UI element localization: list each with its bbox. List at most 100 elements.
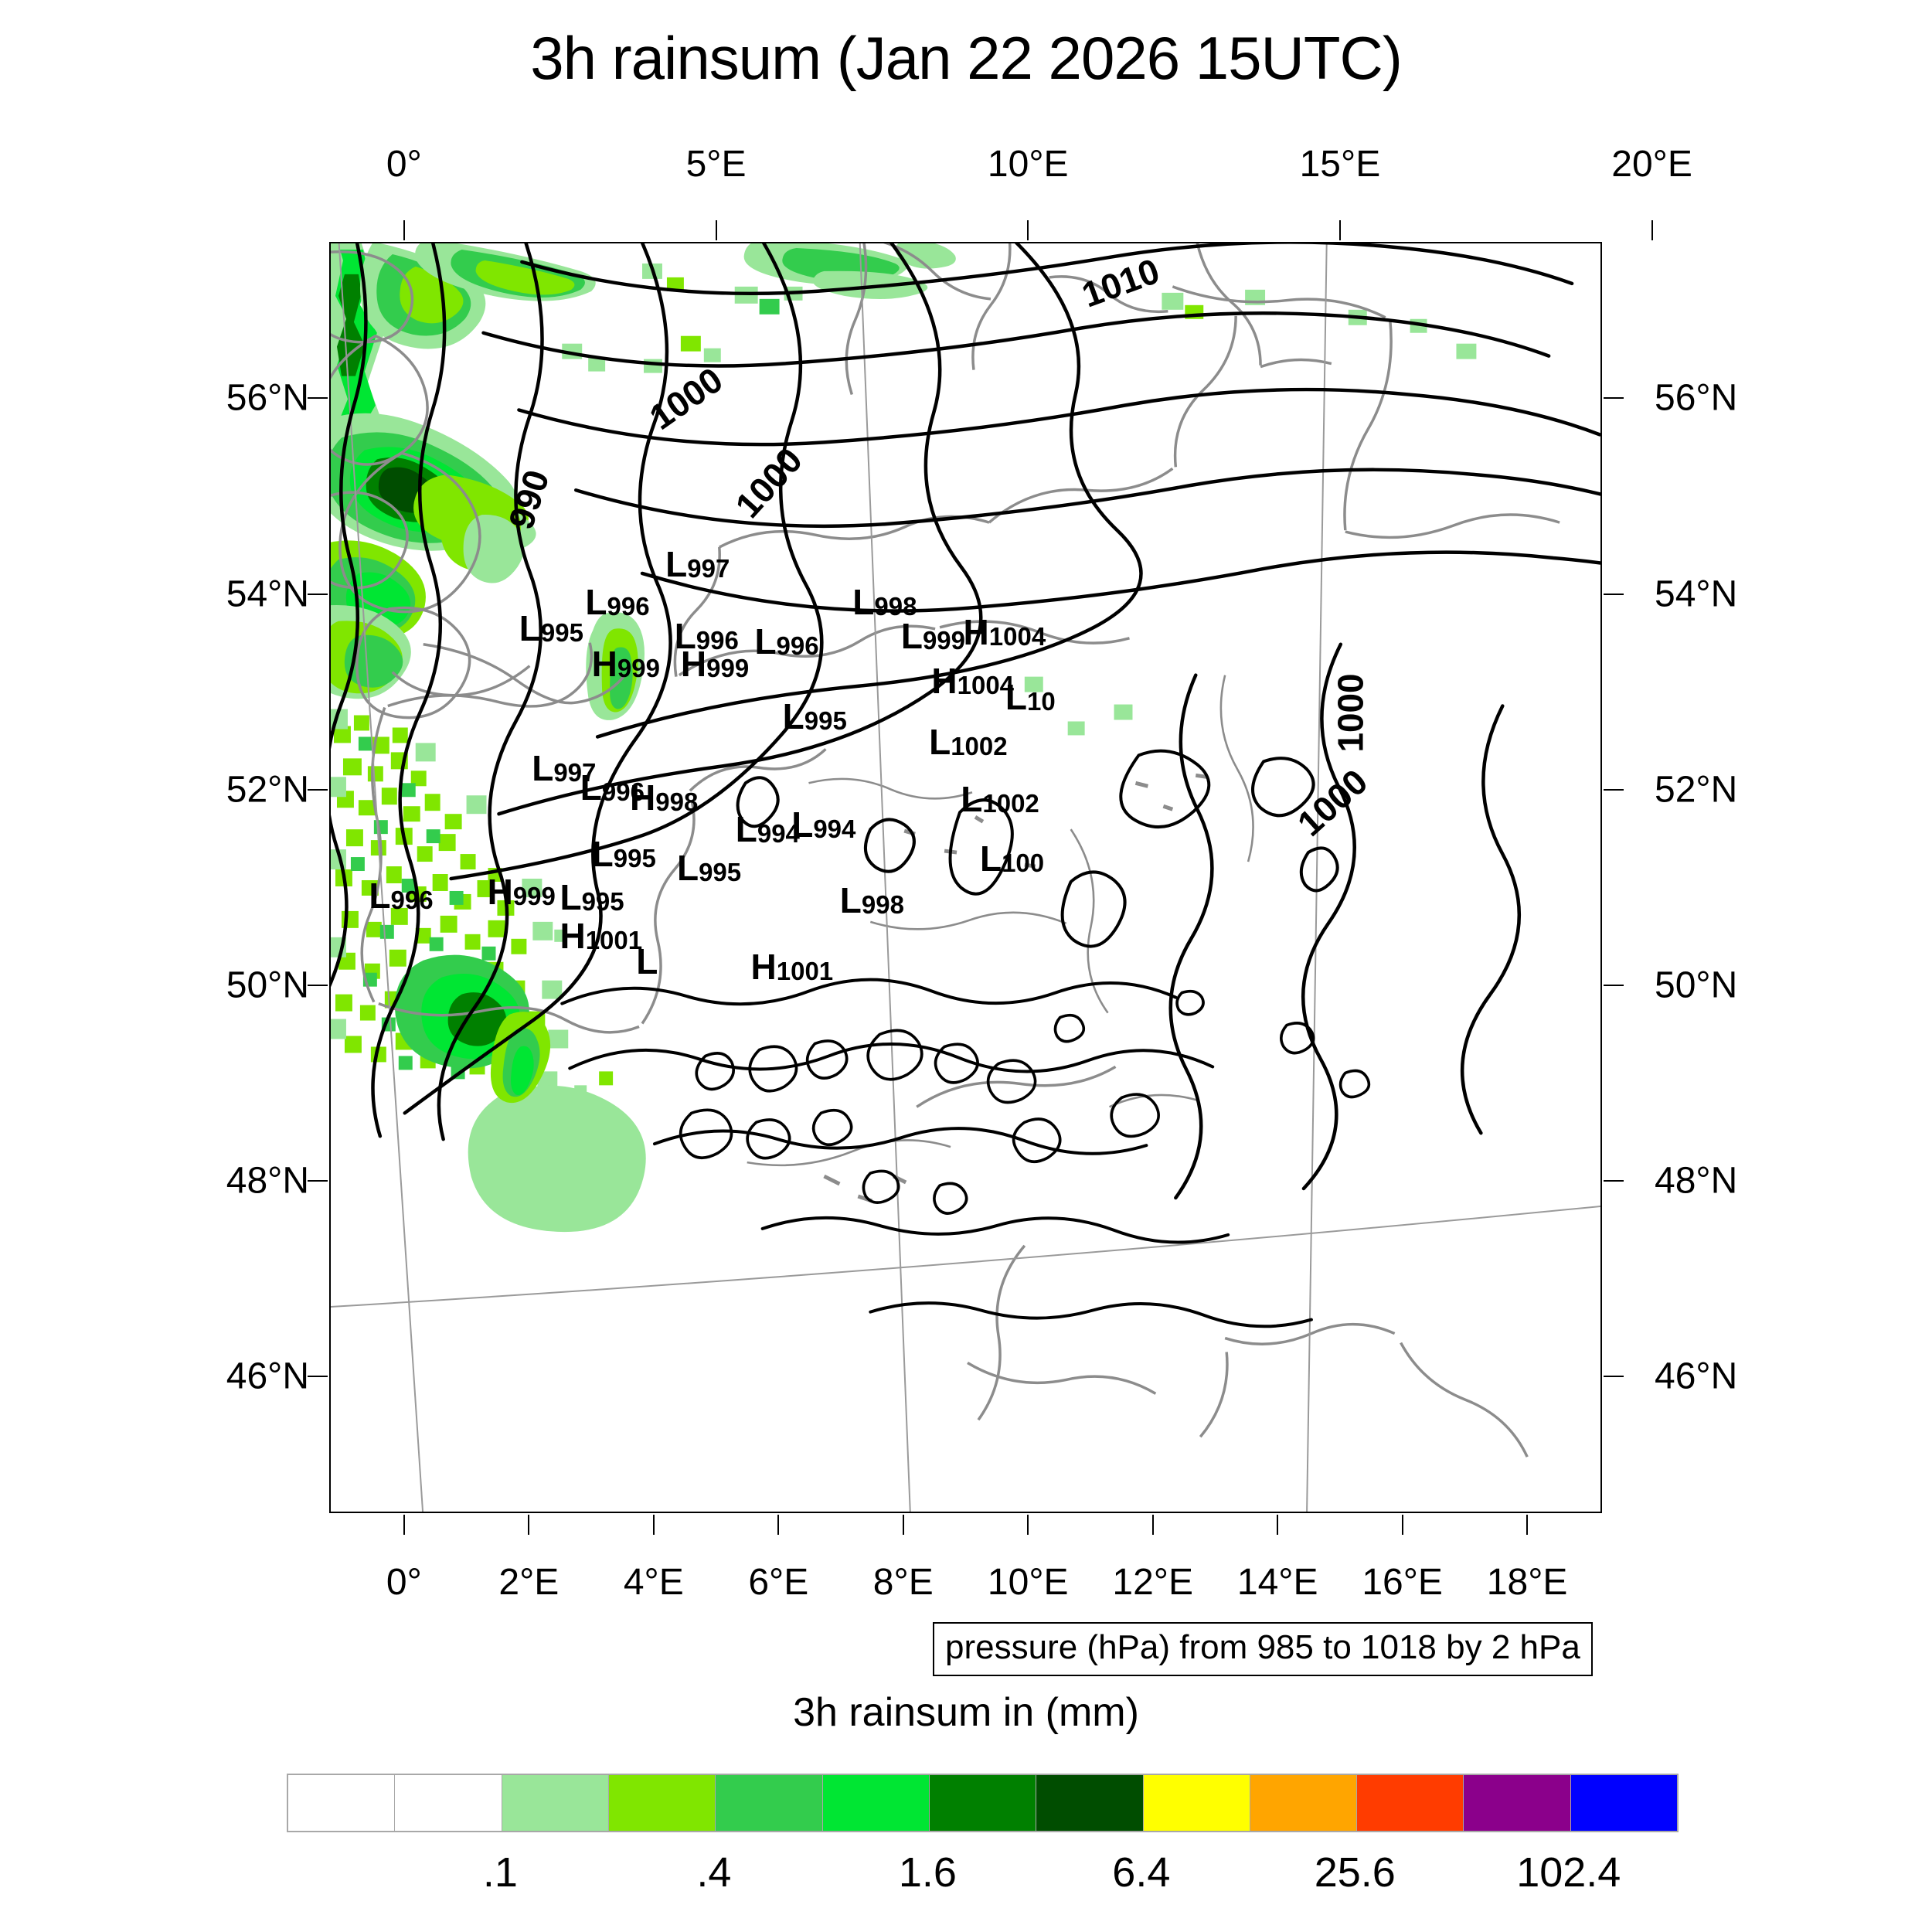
pressure-marker-type: L bbox=[782, 696, 804, 736]
pressure-marker-value: 999 bbox=[922, 626, 966, 655]
colorbar-cell-1[interactable] bbox=[395, 1775, 502, 1831]
pressure-marker-type: L bbox=[961, 778, 983, 819]
pressure-marker-type: H bbox=[560, 916, 586, 957]
colorbar-cell-7[interactable] bbox=[1036, 1775, 1144, 1831]
axis-label-bottom-4: 8°E bbox=[872, 1562, 934, 1603]
axis-label-left-0: 56°N bbox=[226, 377, 309, 419]
pressure-marker-type: L bbox=[580, 767, 602, 808]
colorbar-cell-4[interactable] bbox=[716, 1775, 823, 1831]
pressure-marker-type: L bbox=[979, 838, 1002, 879]
pressure-marker-value: 999 bbox=[706, 654, 750, 683]
colorbar-cell-11[interactable] bbox=[1464, 1775, 1571, 1831]
colorbar-tick-label-2: 1.6 bbox=[898, 1849, 957, 1896]
pressure-low-marker: L10 bbox=[1005, 679, 1056, 715]
pressure-marker-value: 997 bbox=[687, 553, 730, 583]
pressure-high-marker: H998 bbox=[630, 780, 698, 815]
axis-tick-top-4 bbox=[1651, 220, 1653, 240]
pressure-low-marker: L995 bbox=[677, 850, 741, 886]
pressure-marker-type: H bbox=[487, 871, 513, 912]
axis-tick-right-1 bbox=[1604, 593, 1624, 595]
colorbar-cell-8[interactable] bbox=[1143, 1775, 1250, 1831]
map-plot-area[interactable]: 990 1000 1000 1010 1000 1000 L995 L996 L99… bbox=[329, 242, 1602, 1513]
pressure-low-marker: L995 bbox=[592, 836, 656, 872]
pressure-low-marker: L bbox=[636, 944, 658, 979]
pressure-low-marker: L1002 bbox=[961, 781, 1039, 817]
pressure-high-marker: H999 bbox=[592, 646, 660, 682]
pressure-marker-type: H bbox=[931, 660, 957, 701]
pressure-low-marker: L995 bbox=[519, 611, 583, 646]
colorbar-cell-3[interactable] bbox=[608, 1775, 716, 1831]
pressure-marker-type: L bbox=[839, 880, 862, 921]
axis-tick-bottom-9 bbox=[1526, 1515, 1529, 1535]
colorbar-cell-6[interactable] bbox=[929, 1775, 1037, 1831]
graticule bbox=[331, 243, 1600, 1512]
axis-label-right-0: 56°N bbox=[1655, 377, 1738, 419]
axis-label-bottom-6: 12°E bbox=[1112, 1562, 1194, 1603]
page-title: 3h rainsum (Jan 22 2026 15UTC) bbox=[530, 24, 1403, 92]
pressure-marker-value: 996 bbox=[776, 631, 819, 660]
pressure-marker-value: 1002 bbox=[982, 788, 1039, 818]
axis-label-top-1: 5°E bbox=[685, 144, 747, 185]
pressure-marker-value: 995 bbox=[613, 843, 656, 872]
colorbar-tick-label-4: 25.6 bbox=[1314, 1849, 1396, 1896]
axis-tick-left-3 bbox=[308, 984, 328, 986]
axis-label-right-4: 48°N bbox=[1655, 1160, 1738, 1202]
precip-shading bbox=[331, 243, 1477, 1233]
colorbar-cell-2[interactable] bbox=[502, 1775, 609, 1831]
axis-label-top-4: 20°E bbox=[1611, 144, 1692, 185]
pressure-marker-type: H bbox=[630, 777, 656, 818]
axis-tick-right-3 bbox=[1604, 984, 1624, 986]
pressure-marker-type: H bbox=[591, 644, 617, 685]
pressure-marker-value: 100 bbox=[1002, 849, 1045, 878]
pressure-marker-value: 1001 bbox=[776, 956, 834, 985]
pressure-low-marker: L996 bbox=[580, 770, 645, 805]
colorbar-cell-9[interactable] bbox=[1250, 1775, 1358, 1831]
colorbar-cell-12[interactable] bbox=[1570, 1775, 1678, 1831]
pressure-marker-value: 999 bbox=[512, 881, 556, 910]
pressure-marker-value: 1001 bbox=[585, 926, 643, 955]
pressure-high-marker: H999 bbox=[681, 646, 749, 682]
pressure-marker-value: 995 bbox=[804, 706, 847, 735]
pressure-marker-value: 996 bbox=[696, 626, 739, 655]
pressure-low-marker: L995 bbox=[783, 699, 847, 734]
pressure-low-marker: L997 bbox=[532, 750, 596, 786]
pressure-marker-type: L bbox=[585, 581, 607, 622]
pressure-marker-value: 998 bbox=[861, 890, 904, 920]
pressure-low-marker: L996 bbox=[675, 618, 739, 654]
colorbar-tick-label-0: .1 bbox=[482, 1849, 518, 1896]
axis-label-bottom-0: 0° bbox=[386, 1562, 422, 1603]
pressure-marker-type: L bbox=[674, 616, 696, 657]
axis-label-right-3: 50°N bbox=[1655, 964, 1738, 1006]
colorbar[interactable] bbox=[287, 1774, 1679, 1832]
axis-label-left-5: 46°N bbox=[226, 1355, 309, 1397]
axis-label-top-3: 15°E bbox=[1299, 144, 1381, 185]
pressure-low-marker: L100 bbox=[980, 841, 1044, 876]
pressure-marker-value: 10 bbox=[1027, 687, 1056, 716]
axis-tick-top-3 bbox=[1338, 220, 1341, 240]
pressure-low-marker: L996 bbox=[585, 584, 649, 620]
pressure-marker-value: 995 bbox=[699, 857, 742, 886]
pressure-marker-type: L bbox=[591, 833, 614, 874]
pressure-marker-type: L bbox=[852, 581, 875, 622]
pressure-low-marker: L997 bbox=[665, 546, 730, 582]
axis-tick-right-0 bbox=[1604, 397, 1624, 400]
axis-tick-right-2 bbox=[1604, 788, 1624, 791]
axis-label-bottom-2: 4°E bbox=[623, 1562, 684, 1603]
colorbar-tick-label-3: 6.4 bbox=[1112, 1849, 1171, 1896]
axis-tick-top-0 bbox=[403, 220, 405, 240]
axis-tick-bottom-0 bbox=[403, 1515, 405, 1535]
axis-tick-bottom-2 bbox=[652, 1515, 655, 1535]
axis-label-right-2: 52°N bbox=[1655, 769, 1738, 811]
pressure-legend: pressure (hPa) from 985 to 1018 by 2 hPa bbox=[933, 1622, 1593, 1676]
axis-tick-left-5 bbox=[308, 1375, 328, 1377]
pressure-marker-type: H bbox=[963, 612, 989, 653]
pressure-marker-type: L bbox=[735, 809, 757, 850]
axis-tick-bottom-8 bbox=[1401, 1515, 1403, 1535]
colorbar-cell-5[interactable] bbox=[822, 1775, 930, 1831]
colorbar-cell-10[interactable] bbox=[1357, 1775, 1464, 1831]
pressure-marker-value: 998 bbox=[874, 591, 917, 621]
pressure-high-marker: H1004 bbox=[964, 614, 1046, 650]
axis-tick-left-1 bbox=[308, 593, 328, 595]
colorbar-cell-0[interactable] bbox=[288, 1775, 396, 1831]
pressure-marker-value: 996 bbox=[607, 591, 650, 621]
